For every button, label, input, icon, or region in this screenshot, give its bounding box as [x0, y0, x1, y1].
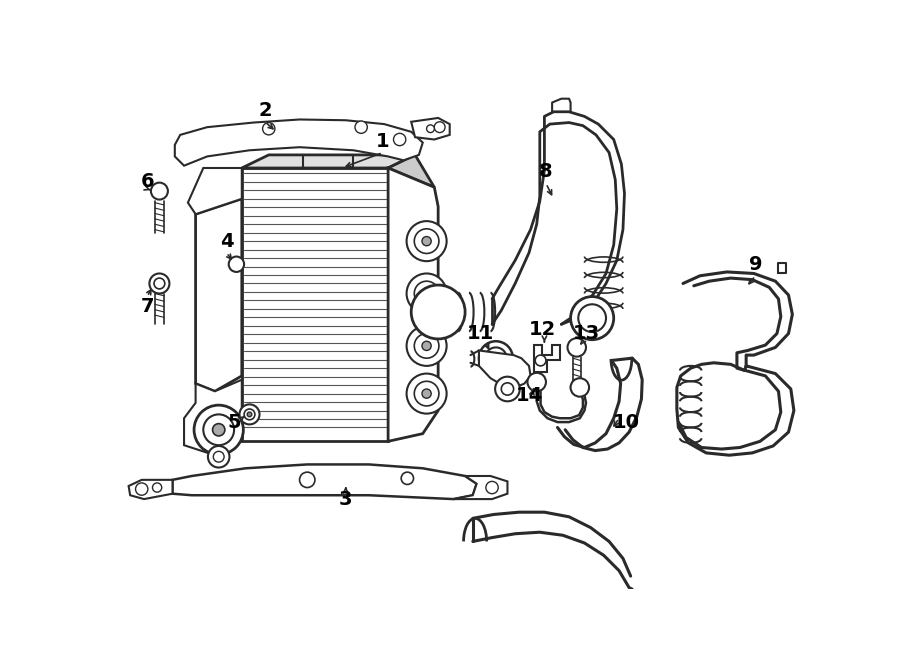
Circle shape — [479, 341, 513, 375]
Circle shape — [427, 125, 435, 132]
Circle shape — [212, 424, 225, 436]
Circle shape — [213, 451, 224, 462]
Circle shape — [152, 483, 162, 492]
Text: 7: 7 — [140, 297, 154, 316]
Circle shape — [194, 405, 243, 454]
Circle shape — [485, 348, 507, 369]
Polygon shape — [173, 465, 477, 499]
Circle shape — [263, 122, 274, 135]
Circle shape — [571, 297, 614, 340]
Text: 9: 9 — [749, 255, 762, 274]
Polygon shape — [242, 168, 388, 442]
Circle shape — [501, 383, 514, 395]
Circle shape — [527, 373, 546, 391]
Circle shape — [407, 373, 446, 414]
Text: 8: 8 — [539, 162, 553, 181]
Circle shape — [571, 381, 583, 394]
Circle shape — [393, 133, 406, 146]
Polygon shape — [175, 119, 423, 166]
Text: 1: 1 — [376, 132, 390, 150]
Polygon shape — [129, 480, 173, 499]
Text: 2: 2 — [258, 101, 272, 120]
Text: 13: 13 — [572, 324, 599, 343]
Circle shape — [401, 472, 413, 485]
Text: 3: 3 — [339, 490, 353, 508]
Circle shape — [568, 338, 586, 357]
Circle shape — [407, 273, 446, 314]
Circle shape — [414, 381, 439, 406]
Polygon shape — [188, 168, 242, 214]
Circle shape — [407, 326, 446, 366]
Circle shape — [495, 377, 520, 401]
Polygon shape — [195, 199, 242, 391]
Circle shape — [154, 278, 165, 289]
Circle shape — [355, 121, 367, 133]
Circle shape — [579, 305, 606, 332]
Text: 4: 4 — [220, 232, 233, 251]
Circle shape — [203, 414, 234, 445]
Circle shape — [136, 483, 148, 495]
Text: 14: 14 — [516, 386, 543, 404]
Circle shape — [414, 229, 439, 254]
Polygon shape — [242, 155, 415, 168]
Polygon shape — [411, 118, 450, 140]
Text: 10: 10 — [613, 412, 640, 432]
Text: 5: 5 — [228, 412, 241, 432]
Text: 12: 12 — [528, 320, 555, 339]
Polygon shape — [535, 345, 560, 372]
Circle shape — [229, 257, 244, 272]
Circle shape — [486, 481, 499, 494]
Circle shape — [149, 273, 169, 293]
Circle shape — [208, 446, 230, 467]
Circle shape — [300, 472, 315, 487]
Polygon shape — [479, 350, 530, 387]
Polygon shape — [388, 155, 435, 187]
Text: 6: 6 — [140, 171, 154, 191]
Text: 11: 11 — [467, 324, 494, 343]
Circle shape — [435, 122, 446, 132]
Circle shape — [414, 334, 439, 358]
Circle shape — [248, 412, 252, 416]
Circle shape — [151, 183, 168, 199]
Polygon shape — [184, 380, 242, 455]
Polygon shape — [454, 476, 508, 499]
Circle shape — [422, 341, 431, 350]
Circle shape — [571, 378, 590, 397]
Polygon shape — [388, 168, 438, 442]
Circle shape — [414, 281, 439, 306]
Circle shape — [407, 221, 446, 261]
Circle shape — [239, 404, 259, 424]
Circle shape — [244, 409, 255, 420]
Circle shape — [422, 236, 431, 246]
Circle shape — [422, 389, 431, 399]
Circle shape — [536, 355, 546, 366]
Circle shape — [422, 289, 431, 298]
Circle shape — [411, 285, 465, 339]
